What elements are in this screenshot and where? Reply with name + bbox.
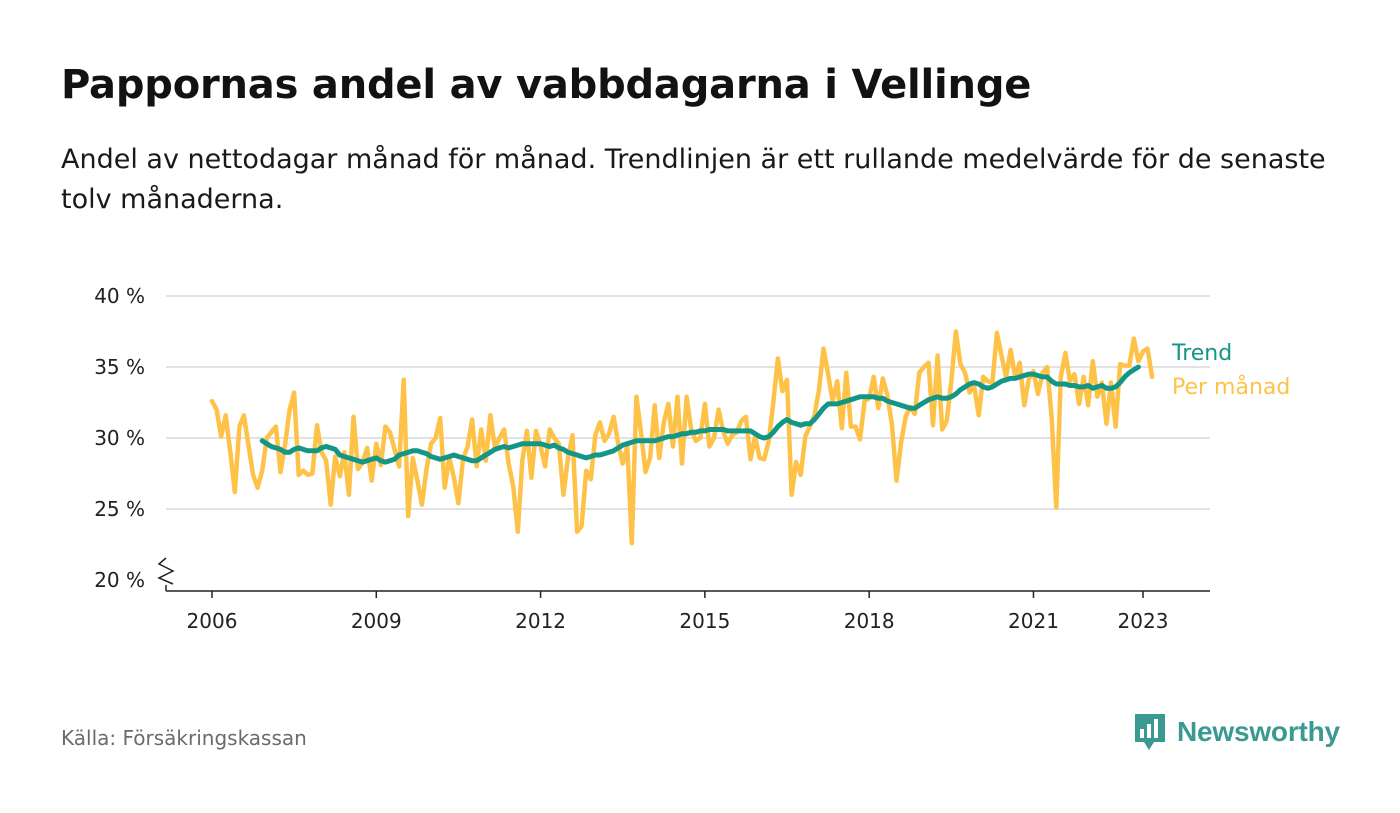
x-tick-label: 2009 — [351, 609, 402, 633]
x-tick-label: 2021 — [1008, 609, 1059, 633]
x-tick-label: 2015 — [679, 609, 730, 633]
x-tick-label: 2018 — [844, 609, 895, 633]
y-tick-label: 40 % — [94, 284, 145, 308]
y-tick-label: 30 % — [94, 426, 145, 450]
bar-chart-speech-bubble-icon — [1135, 714, 1165, 750]
series-label-per-manad: Per månad — [1172, 374, 1290, 400]
chart-subtitle: Andel av nettodagar månad för månad. Tre… — [61, 144, 1326, 215]
series-labels: Per månad Trend — [1171, 341, 1290, 400]
gridlines — [166, 295, 1210, 510]
x-tick-label: 2012 — [515, 609, 566, 633]
y-tick-label: 20 % — [94, 568, 145, 592]
series-label-trend: Trend — [1171, 341, 1232, 366]
x-axis: 2006 2009 2012 2015 2018 2021 2023 — [157, 557, 1210, 633]
source-note: Källa: Försäkringskassan — [61, 726, 307, 750]
y-tick-label: 35 % — [94, 355, 145, 379]
y-tick-label: 25 % — [94, 497, 145, 521]
axis-break-marker — [157, 557, 175, 585]
newsworthy-logo[interactable]: Newsworthy — [1133, 712, 1340, 752]
x-tick-label: 2006 — [187, 609, 238, 633]
series-lines — [209, 329, 1155, 546]
brand-name: Newsworthy — [1177, 716, 1340, 747]
chart-title: Pappornas andel av vabbdagarna i Velling… — [61, 62, 1032, 108]
y-axis-tick-labels: 20 % 25 % 30 % 35 % 40 % — [94, 284, 145, 592]
series-line-trend — [259, 364, 1141, 465]
x-tick-label: 2023 — [1118, 609, 1169, 633]
